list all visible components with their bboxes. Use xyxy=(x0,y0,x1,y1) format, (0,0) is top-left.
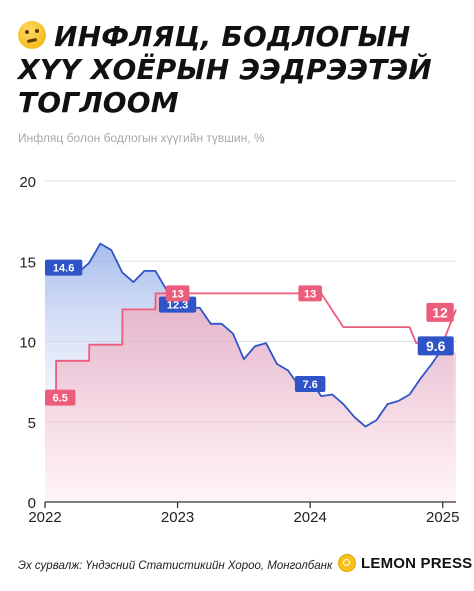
data-label: 14.6 xyxy=(53,263,74,275)
brand-name: LEMON PRESS xyxy=(361,554,473,572)
data-label-box xyxy=(45,389,76,406)
y-tick-label: 0 xyxy=(28,495,36,512)
y-tick-label: 5 xyxy=(28,415,36,432)
x-tick-label: 2023 xyxy=(161,509,194,526)
data-label: 6.5 xyxy=(53,393,68,405)
y-tick-label: 20 xyxy=(19,174,36,191)
thinking-face-icon xyxy=(18,21,46,49)
data-label: 9.6 xyxy=(426,338,446,354)
data-label-box xyxy=(298,285,322,302)
data-label: 13 xyxy=(171,288,183,300)
data-label-box xyxy=(165,285,190,302)
brand-logo: LEMON PRESS xyxy=(338,554,472,572)
inflation-line xyxy=(44,242,455,428)
chart-title: ИНФЛЯЦ, БОДЛОГЫН ХҮҮ ХОЁРЫН ЭЭДРЭЭТЭЙ ТО… xyxy=(18,20,458,119)
data-label-box xyxy=(294,376,326,393)
chart-subtitle: Инфляц болон бодлогын хүүгийн түвшин, % xyxy=(18,131,265,145)
data-label: 7.6 xyxy=(303,379,318,391)
source-note: Эх сурвалж: Үндэсний Статистикийн Хороо,… xyxy=(18,560,333,572)
policy-rate-line xyxy=(45,292,457,399)
x-tick-label: 2025 xyxy=(426,509,459,526)
x-tick-label: 2022 xyxy=(28,509,61,526)
y-tick-label: 10 xyxy=(19,335,36,352)
data-label-box xyxy=(426,302,454,322)
chart-title-text: ИНФЛЯЦ, БОДЛОГЫН ХҮҮ ХОЁРЫН ЭЭДРЭЭТЭЙ ТО… xyxy=(18,20,432,119)
data-label: 12.3 xyxy=(167,300,188,312)
data-label: 12 xyxy=(432,304,448,320)
x-tick-label: 2024 xyxy=(293,509,326,526)
data-label-box xyxy=(45,259,83,276)
data-label-box xyxy=(417,336,454,356)
data-label: 13 xyxy=(304,288,316,300)
y-tick-label: 15 xyxy=(19,254,36,271)
lemon-logo-icon xyxy=(338,554,356,572)
